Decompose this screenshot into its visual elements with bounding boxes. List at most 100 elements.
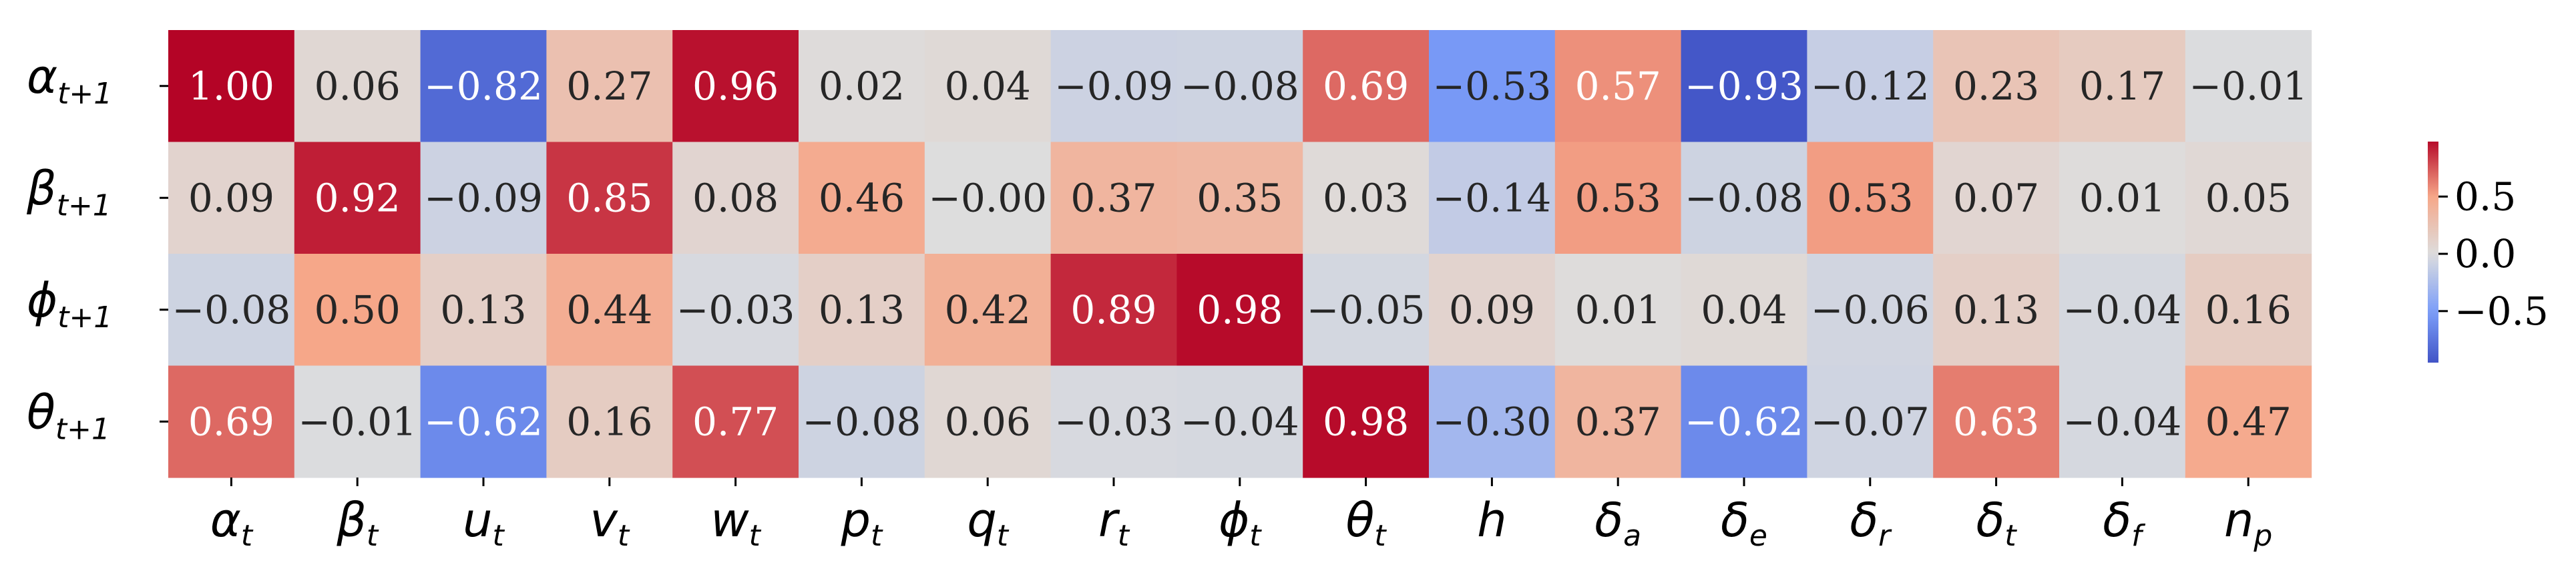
cell-value-label: 0.08 <box>692 175 779 220</box>
heatmap-cell <box>1429 142 1556 254</box>
cell-value-label: −0.62 <box>1685 399 1803 444</box>
heatmap-cell <box>1050 30 1177 143</box>
cell-value-label: −0.03 <box>1054 399 1173 444</box>
colorbar: 0.5 0.0 −0.5 <box>2428 142 2549 363</box>
heatmap-cell <box>168 142 295 254</box>
heatmap-cell <box>924 142 1052 254</box>
heatmap-cell <box>546 254 673 367</box>
heatmap-cell <box>294 142 421 254</box>
colorbar-tick-label: 0.5 <box>2454 174 2516 219</box>
cell-value-label: −0.30 <box>1433 399 1552 444</box>
heatmap-cell <box>1303 142 1430 254</box>
cell-value-label: 0.37 <box>1575 399 1661 444</box>
y-tick-label: θt+1 <box>27 385 110 446</box>
x-tick-label: δa <box>1594 493 1641 553</box>
heatmap-cell <box>1681 30 1807 143</box>
cell-value-label: 0.63 <box>1953 399 2039 444</box>
heatmap-cell <box>1303 365 1430 478</box>
cell-value-label: 0.04 <box>945 63 1031 109</box>
heatmap-cell <box>1807 254 1934 367</box>
heatmap-cell <box>1807 365 1934 478</box>
heatmap-cell <box>924 30 1052 143</box>
heatmap-cell <box>1303 254 1430 367</box>
cell-value-label: 0.02 <box>819 63 905 109</box>
cell-value-label: 0.06 <box>945 399 1031 444</box>
heatmap-cell <box>168 365 295 478</box>
heatmap-cell <box>1681 254 1807 367</box>
cell-value-label: 0.53 <box>1575 175 1661 220</box>
cell-value-label: −0.09 <box>424 175 543 220</box>
heatmap-cell <box>1050 365 1177 478</box>
cell-value-label: −0.93 <box>1685 63 1803 109</box>
x-tick-label: pt <box>841 493 883 553</box>
heatmap-cell <box>420 254 547 367</box>
heatmap-cell <box>1554 365 1682 478</box>
x-tick-label: δe <box>1721 493 1767 553</box>
x-tick-label: np <box>2224 493 2272 553</box>
cell-value-label: −0.04 <box>2063 399 2182 444</box>
heatmap-cell <box>168 254 295 367</box>
cell-value-label: 0.01 <box>1575 287 1661 333</box>
cell-value-label: 0.50 <box>314 287 401 333</box>
heatmap-cell <box>672 142 799 254</box>
x-axis: αt βt ut vt wt pt qt rt ϕt θt h δa δe δr δt δf np <box>210 477 2272 553</box>
cell-value-label: −0.08 <box>1180 63 1299 109</box>
cell-value-label: 0.57 <box>1575 63 1661 109</box>
heatmap-cell <box>799 365 925 478</box>
cell-value-label: −0.01 <box>2189 63 2308 109</box>
y-axis: αt+1 βt+1 ϕt+1 θt+1 <box>26 49 168 446</box>
cell-value-label: −0.04 <box>1180 399 1299 444</box>
x-tick-label: qt <box>967 493 1009 553</box>
heatmap-cell <box>2059 365 2186 478</box>
cell-value-label: 0.85 <box>566 175 652 220</box>
x-tick-label: δt <box>1976 493 2018 553</box>
heatmap-cell <box>799 142 925 254</box>
cell-value-label: 0.13 <box>819 287 905 333</box>
heatmap-cell <box>1303 30 1430 143</box>
heatmap-cell <box>1681 365 1807 478</box>
heatmap-cell <box>1429 30 1556 143</box>
x-tick-label: h <box>1477 493 1506 548</box>
cell-value-label: −0.09 <box>1054 63 1173 109</box>
cell-value-label: −0.53 <box>1433 63 1552 109</box>
cell-value-label: 0.01 <box>2079 175 2165 220</box>
cell-value-label: −0.12 <box>1811 63 1930 109</box>
x-tick-label: δr <box>1850 493 1892 553</box>
heatmap-cell <box>1681 142 1807 254</box>
cell-value-label: −0.07 <box>1811 399 1930 444</box>
heatmap-cell <box>1933 30 2060 143</box>
x-tick-label: vt <box>590 493 630 553</box>
cell-value-label: 0.09 <box>1449 287 1535 333</box>
cell-value-label: 0.46 <box>819 175 905 220</box>
heatmap-cell <box>1554 30 1682 143</box>
cell-value-label: 0.47 <box>2205 399 2292 444</box>
x-tick-label: θt <box>1346 493 1387 553</box>
cell-value-label: 0.13 <box>440 287 526 333</box>
heatmap-cell <box>1554 254 1682 367</box>
cell-value-label: 0.69 <box>188 399 274 444</box>
cell-value-label: 0.98 <box>1323 399 1409 444</box>
heatmap-cell <box>546 142 673 254</box>
cell-value-label: −0.08 <box>172 287 291 333</box>
heatmap-cell <box>799 254 925 367</box>
cell-value-label: −0.05 <box>1307 287 1426 333</box>
heatmap-cell <box>1176 254 1303 367</box>
heatmap-cell <box>924 365 1052 478</box>
cell-value-label: 0.69 <box>1323 63 1409 109</box>
cell-value-label: −0.00 <box>928 175 1047 220</box>
cell-value-label: 0.53 <box>1827 175 1913 220</box>
cell-value-label: 0.06 <box>314 63 401 109</box>
heatmap-cell <box>1807 30 1934 143</box>
cell-value-label: 0.16 <box>566 399 652 444</box>
heatmap-cell <box>1050 254 1177 367</box>
x-tick-label: wt <box>710 493 761 553</box>
heatmap-cell <box>294 365 421 478</box>
heatmap-cell <box>1429 365 1556 478</box>
x-tick-label: ϕt <box>1219 493 1262 553</box>
heatmap-cell <box>420 30 547 143</box>
cell-value-label: 0.92 <box>314 175 401 220</box>
cell-value-label: 0.16 <box>2205 287 2292 333</box>
cell-value-label: 1.00 <box>188 63 274 109</box>
heatmap-cell <box>672 254 799 367</box>
heatmap-cell <box>672 30 799 143</box>
